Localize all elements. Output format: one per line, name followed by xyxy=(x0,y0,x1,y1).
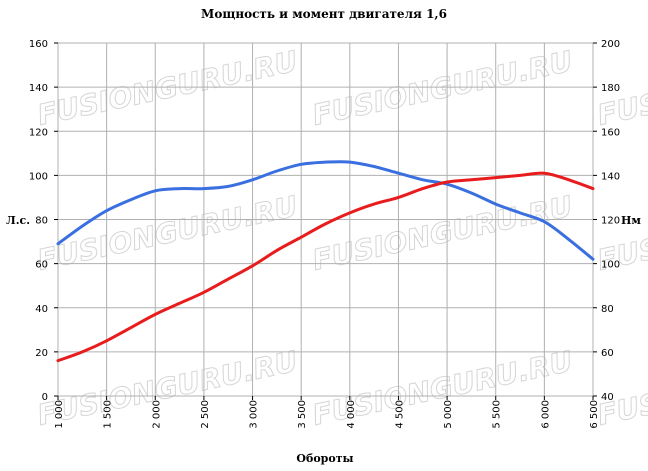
series-line-power xyxy=(56,171,595,363)
x-tick-label: 1 500 xyxy=(103,400,114,429)
y-tick-label-left: 80 xyxy=(35,216,48,227)
x-tick-label: 4 000 xyxy=(346,400,357,429)
x-tick-label: 2 500 xyxy=(200,400,211,429)
chart-title: Мощность и момент двигателя 1,6 xyxy=(201,7,447,21)
y-tick-label-right: 200 xyxy=(601,39,620,50)
y-tick-label-right: 120 xyxy=(601,216,620,227)
series xyxy=(56,160,595,363)
x-tick-label: 5 000 xyxy=(443,400,454,429)
y-tick-label-right: 160 xyxy=(601,127,620,138)
watermarks: FUSIONGURU.RU FUSIONGURU.RU FUSIONGURU.RUF… xyxy=(34,44,648,432)
ticks: 0 20 40 60 80 100 120 140 160 40 60 80 100 120 140 160 1… xyxy=(29,39,620,429)
y-tick-label-right: 80 xyxy=(601,304,614,315)
y-tick-label-right: 40 xyxy=(601,392,614,403)
x-tick-label: 6 000 xyxy=(540,400,551,429)
y-tick-label-right: 180 xyxy=(601,83,620,94)
y-tick-label-right: 100 xyxy=(601,260,620,271)
x-tick-label: 5 500 xyxy=(492,400,503,429)
x-axis-title: Обороты xyxy=(296,452,353,465)
x-tick-label: 2 000 xyxy=(151,400,162,429)
y-tick-label-left: 40 xyxy=(35,304,48,315)
series-line-torque xyxy=(56,160,595,261)
y-tick-label-left: 100 xyxy=(29,171,48,182)
y-axis-right-title: Нм xyxy=(621,214,641,227)
y-tick-label-left: 120 xyxy=(29,127,48,138)
x-tick-label: 1 000 xyxy=(54,400,65,429)
x-tick-label: 3 500 xyxy=(297,400,308,429)
y-tick-label-right: 140 xyxy=(601,171,620,182)
y-tick-label-left: 20 xyxy=(35,348,48,359)
x-tick-label: 6 500 xyxy=(589,400,600,429)
x-tick-label: 4 500 xyxy=(394,400,405,429)
x-tick-label: 3 000 xyxy=(249,400,260,429)
y-tick-label-left: 140 xyxy=(29,83,48,94)
y-tick-label-right: 60 xyxy=(601,348,614,359)
watermark-text: FUSIONGURU.RU xyxy=(35,344,301,431)
y-tick-label-left: 60 xyxy=(35,260,48,271)
y-tick-label-left: 160 xyxy=(29,39,48,50)
grid xyxy=(57,42,594,397)
watermark-text: FUSIONGURU.RU xyxy=(35,44,301,131)
y-axis-left-title: Л.с. xyxy=(6,214,30,227)
y-tick-label-left: 0 xyxy=(42,392,48,403)
